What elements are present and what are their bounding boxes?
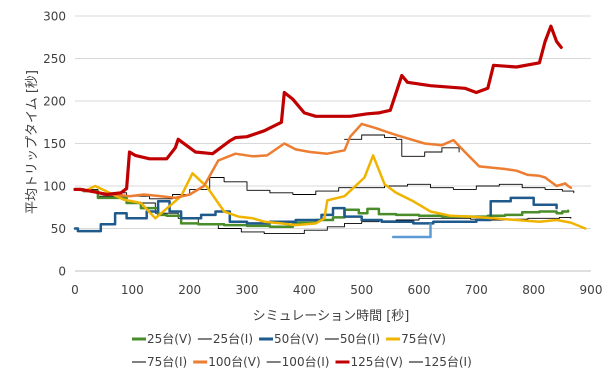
y-tick-label: 50 — [51, 222, 66, 236]
legend: 25台(V) 25台(I) 50台(V) 50台(I) 75台(V) 75台(I) 100台… — [132, 331, 472, 369]
y-tick-label: 0 — [58, 265, 66, 279]
y-tick-label: 300 — [43, 10, 66, 24]
legend-item: 25台(V) — [132, 331, 192, 346]
legend-label: 75台(I) — [147, 354, 187, 369]
y-tick-label: 250 — [43, 52, 66, 66]
legend-label: 25台(I) — [213, 331, 253, 346]
series-line-100-dai-i — [344, 134, 460, 157]
x-tick-label: 300 — [236, 283, 259, 297]
x-tick-label: 100 — [121, 283, 144, 297]
x-tick-label: 600 — [408, 283, 431, 297]
x-tick-label: 500 — [350, 283, 373, 297]
legend-label: 25台(V) — [147, 331, 192, 346]
legend-label: 100台(V) — [208, 354, 260, 369]
legend-item: 75台(V) — [386, 331, 446, 346]
x-tick-label: 700 — [465, 283, 488, 297]
legend-item: 100台(V) — [193, 354, 261, 369]
legend-label: 125台(I) — [424, 354, 472, 369]
legend-label: 50台(I) — [340, 331, 380, 346]
series-layer — [73, 24, 587, 239]
y-tick-labels: 0 50 100 150 200 250 300 — [43, 10, 66, 279]
legend-label: 125台(V) — [350, 354, 402, 369]
series-line-100-dai-v — [73, 122, 573, 200]
legend-item: 50台(I) — [324, 331, 380, 346]
gridlines — [75, 15, 591, 272]
y-tick-label: 100 — [43, 180, 66, 194]
x-tick-label: 0 — [71, 283, 79, 297]
legend-item: 75台(I) — [132, 354, 187, 369]
series-line-75-dai-v — [73, 154, 587, 230]
legend-item: 100台(I) — [266, 354, 330, 369]
x-axis-label: シミュレーション時間 [秒] — [253, 309, 410, 324]
legend-item: 25台(I) — [197, 331, 253, 346]
x-tick-label: 800 — [522, 283, 545, 297]
legend-label: 100台(I) — [282, 354, 330, 369]
y-tick-label: 200 — [43, 95, 66, 109]
legend-item: 50台(V) — [259, 331, 319, 346]
y-tick-label: 150 — [43, 137, 66, 151]
x-tick-label: 400 — [293, 283, 316, 297]
x-tick-labels: 0 100 200 300 400 500 600 700 800 900 — [71, 283, 602, 297]
x-tick-label: 200 — [178, 283, 201, 297]
series-line-125-dai-v — [73, 24, 563, 197]
y-axis-label: 平均トリップタイム [秒] — [25, 70, 40, 214]
legend-label: 50台(V) — [274, 331, 319, 346]
legend-item: 125台(I) — [408, 354, 472, 369]
series-line-50-dai-i — [391, 223, 432, 239]
legend-item: 125台(V) — [335, 354, 403, 369]
legend-label: 75台(V) — [401, 331, 446, 346]
x-tick-label: 900 — [580, 283, 603, 297]
